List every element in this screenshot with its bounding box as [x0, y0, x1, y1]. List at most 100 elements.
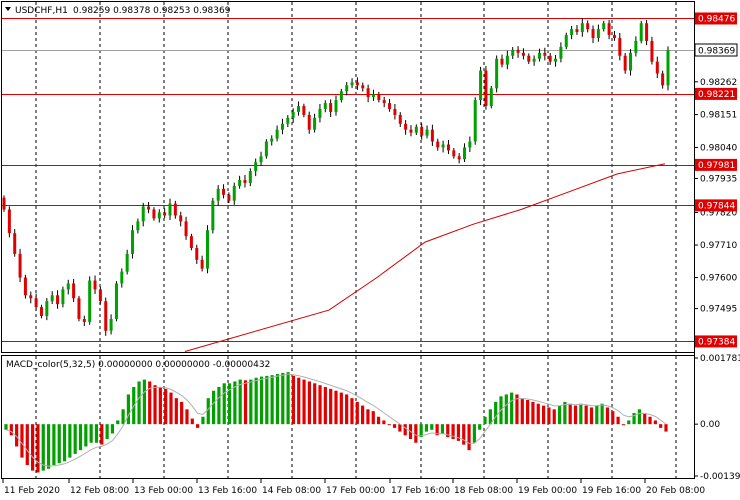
candle-body [23, 277, 27, 296]
macd-bar [238, 379, 242, 425]
candle-body [280, 123, 284, 130]
macd-bar [366, 409, 370, 425]
level-price-tag [695, 199, 737, 212]
candle-body [612, 35, 616, 39]
candle-body [173, 203, 177, 216]
candle-body [661, 73, 665, 86]
macd-bar [451, 424, 455, 440]
macd-bar [483, 416, 487, 425]
candle-body [393, 108, 397, 115]
candle-body [297, 106, 301, 112]
candle-body [618, 38, 622, 56]
macd-bar [78, 424, 83, 451]
candle-body [345, 85, 349, 92]
horizontal-levels[interactable] [2, 18, 694, 342]
macd-bar [169, 392, 173, 425]
candle-body [366, 88, 370, 98]
candle-body [334, 100, 338, 112]
macd-bar [158, 387, 162, 425]
candle-body [655, 61, 659, 74]
macd-bar [297, 377, 301, 425]
candle-body [13, 233, 17, 254]
candle-body [66, 283, 70, 290]
macd-bar [25, 424, 29, 466]
candle-body [152, 209, 156, 219]
candle-body [157, 212, 161, 219]
price-tick-label: 0.98151 [700, 111, 737, 121]
candle-body [29, 295, 33, 299]
macd-bar [318, 385, 322, 425]
macd-bar [249, 379, 253, 425]
current-price-tag-text: 0.98369 [698, 47, 735, 57]
ma-polyline [184, 163, 666, 352]
macd-bar [547, 407, 551, 425]
macd-bar [531, 401, 535, 425]
candle-body [602, 23, 606, 30]
candle-body [88, 280, 92, 322]
candle-body [302, 106, 306, 115]
candle-body [404, 123, 408, 130]
level-price-tag-text: 0.98476 [698, 14, 735, 24]
candle-body [238, 179, 242, 186]
candle-body [377, 94, 381, 101]
candle-body [259, 156, 263, 163]
level-price-tag-text: 0.97384 [698, 337, 735, 347]
macd-bar [302, 379, 306, 425]
candle-body [184, 221, 188, 237]
candle-body [125, 253, 129, 272]
candle-body [543, 52, 547, 56]
macd-bar [563, 401, 567, 425]
candle-body [586, 23, 590, 30]
candle-body [72, 283, 76, 299]
macd-bar [664, 424, 668, 432]
candle-body [580, 23, 584, 33]
level-price-tag [695, 87, 737, 100]
candle-body [270, 138, 274, 142]
symbol-label: USDCHF,H1 [15, 6, 68, 16]
macd-bar [222, 383, 226, 425]
candle-body [527, 55, 531, 62]
candle-body [468, 141, 472, 148]
macd-bar [621, 424, 626, 426]
candle-body [141, 206, 145, 222]
macd-axis-ticks: 0.0017812 0.00 -0.001395 [694, 354, 740, 482]
candle-body [163, 212, 167, 216]
macd-bar [355, 401, 359, 425]
macd-bar [392, 424, 397, 428]
macd-bar [361, 405, 365, 425]
time-label: 13 Feb 16:00 [198, 486, 257, 496]
macd-bar [46, 424, 51, 469]
macd-bar [286, 372, 290, 425]
chart-menu-triangle-icon[interactable] [5, 7, 11, 11]
macd-bar [110, 424, 115, 434]
candle-body [430, 129, 434, 142]
candle-body [409, 129, 413, 133]
candle-body [77, 298, 81, 319]
macd-bar [440, 424, 445, 434]
macd-bar [281, 372, 285, 425]
macd-bar [382, 420, 386, 425]
macd-bar [270, 375, 274, 425]
macd-bar [243, 380, 248, 425]
macd-tick-label: 0.00 [700, 420, 720, 430]
candle-body [489, 88, 493, 107]
time-label: 19 Feb 16:00 [582, 486, 641, 496]
candle-body [511, 49, 515, 56]
candle-body [339, 91, 343, 101]
ohlc-values: 0.98259 0.98378 0.98253 0.98369 [73, 6, 231, 16]
macd-bar [595, 405, 599, 425]
macd-bar [190, 418, 194, 425]
candle-body [446, 144, 450, 151]
macd-bar [419, 424, 423, 438]
candle-body [61, 289, 65, 305]
macd-bar [233, 381, 237, 425]
candle-body [639, 23, 643, 41]
candle-body [484, 70, 488, 107]
candle-body [350, 82, 354, 86]
candle-body [131, 230, 135, 254]
price-tick-label: 0.97600 [700, 274, 737, 284]
candle-body [516, 49, 520, 53]
macd-bar [148, 381, 152, 425]
time-label: 19 Feb 00:00 [518, 486, 577, 496]
